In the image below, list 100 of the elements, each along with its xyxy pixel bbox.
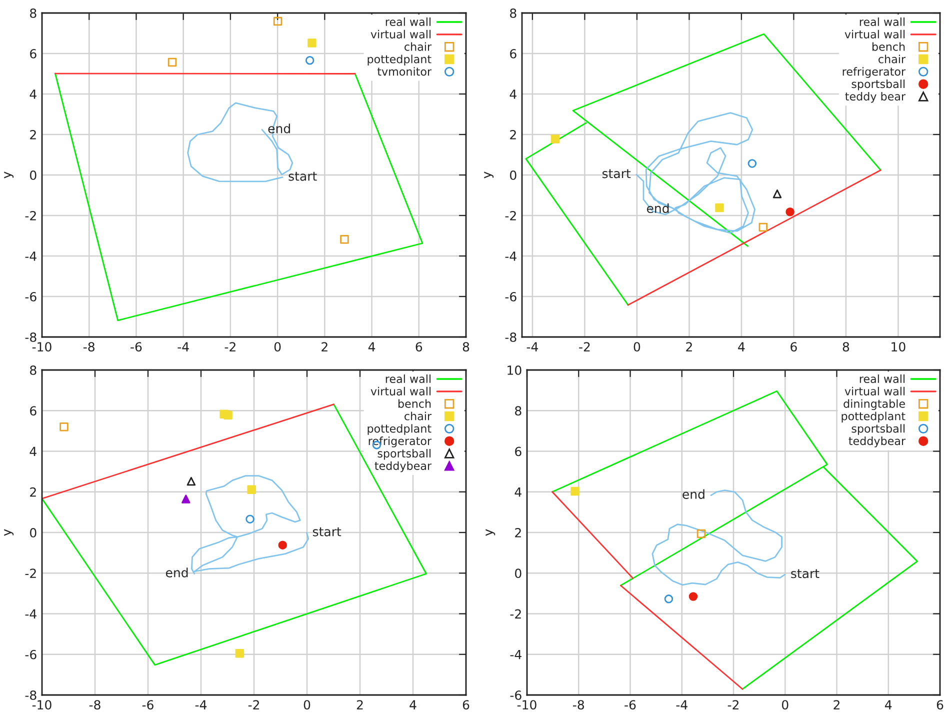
x-tick-label: -10 — [517, 700, 536, 710]
y-tick-label: -6 — [510, 690, 522, 700]
x-tick-label: 8 — [462, 342, 470, 352]
legend-label: pottedplant — [842, 412, 906, 422]
y-tick-label: -6 — [25, 292, 36, 302]
y-tick-label: 6 — [510, 48, 516, 58]
x-tick-label: 6 — [462, 700, 470, 710]
legend-label: refrigerator — [368, 436, 432, 448]
x-tick-label: -2 — [579, 342, 590, 352]
annotation: start — [602, 169, 631, 178]
annotation: start — [288, 172, 317, 181]
y-tick-label: 10 — [508, 365, 522, 375]
y-tick-label: -8 — [505, 332, 516, 342]
y-tick-label: 8 — [30, 365, 36, 375]
y-tick-label: -4 — [510, 650, 522, 660]
y-tick-label: 8 — [30, 8, 36, 18]
y-tick-label: 6 — [30, 406, 36, 416]
x-tick-label: -4 — [178, 342, 189, 352]
y-tick-label: 8 — [515, 406, 522, 416]
x-tick-label: -6 — [624, 700, 636, 710]
x-tick-label: 10 — [892, 342, 906, 352]
x-tick-label: 4 — [738, 342, 745, 352]
x-tick-label: 0 — [634, 342, 640, 352]
legend-label: virtual wall — [844, 386, 905, 396]
y-tick-label: 4 — [30, 90, 36, 99]
y-tick-label: 2 — [30, 487, 36, 497]
legend-label: sportsball — [852, 80, 905, 90]
legend-label: teddy bear — [845, 92, 906, 103]
y-tick-label: 0 — [30, 528, 36, 538]
annotation: end — [682, 489, 704, 499]
y-axis-title: y — [484, 172, 494, 178]
annotation: end — [166, 568, 188, 578]
legend-label: virtual wall — [844, 30, 905, 38]
legend-label: teddybear — [374, 461, 432, 472]
legend-label: chair — [878, 54, 906, 64]
legend-label: pottedplant — [368, 424, 432, 435]
y-axis-title: y — [4, 529, 14, 536]
x-tick-label: -2 — [728, 700, 738, 710]
y-tick-label: -2 — [510, 609, 521, 618]
x-tick-label: 4 — [368, 342, 376, 352]
x-tick-label: -4 — [676, 700, 688, 710]
x-tick-label: -10 — [32, 700, 52, 710]
y-tick-label: -6 — [505, 292, 516, 302]
legend-label: bench — [398, 399, 431, 408]
y-tick-label: -4 — [505, 252, 516, 261]
y-tick-label: 2 — [515, 528, 521, 538]
x-tick-label: -6 — [130, 342, 142, 352]
x-tick-label: 6 — [416, 342, 422, 352]
legend-label: real wall — [386, 374, 431, 384]
y-tick-label: -8 — [25, 690, 36, 700]
annotation: start — [312, 527, 342, 536]
legend-label: bench — [872, 42, 905, 51]
x-tick-label: 0 — [304, 700, 310, 710]
x-tick-label: 2 — [356, 700, 363, 710]
legend-label: chair — [404, 412, 432, 420]
y-tick-label: 2 — [510, 130, 516, 140]
y-tick-label: -4 — [25, 252, 36, 261]
y-tick-label: 8 — [510, 8, 516, 18]
x-tick-label: 6 — [936, 700, 944, 710]
x-tick-label: -8 — [89, 700, 100, 710]
x-tick-label: 2 — [834, 700, 840, 710]
y-tick-label: -2 — [505, 210, 516, 220]
y-tick-label: 0 — [515, 568, 522, 578]
legend-label: virtual wall — [370, 386, 431, 396]
legend-label: sportsball — [852, 424, 905, 435]
x-tick-label: 0 — [782, 700, 788, 710]
y-tick-label: 2 — [30, 130, 36, 140]
x-tick-label: -2 — [248, 700, 259, 710]
y-tick-label: 4 — [30, 446, 36, 456]
x-tick-label: 0 — [274, 342, 281, 352]
y-tick-label: 4 — [510, 90, 516, 99]
legend-label: chair — [404, 42, 432, 51]
legend-label: diningtable — [844, 399, 905, 410]
x-tick-label: 4 — [410, 700, 416, 710]
y-tick-label: 4 — [514, 488, 522, 497]
legend-label: real wall — [860, 17, 905, 26]
x-tick-label: -2 — [224, 342, 236, 352]
x-tick-label: -8 — [83, 342, 94, 352]
x-tick-label: 6 — [790, 342, 797, 352]
legend-label: pottedplant — [368, 54, 432, 66]
legend-label: real wall — [386, 17, 431, 26]
y-tick-label: 6 — [515, 446, 522, 456]
y-tick-label: -6 — [25, 650, 36, 660]
x-tick-label: 2 — [322, 342, 328, 352]
y-tick-label: 0 — [510, 170, 516, 180]
legend-label: teddybear — [848, 436, 906, 448]
legend-label: refrigerator — [842, 67, 906, 78]
annotation: start — [791, 569, 820, 578]
x-tick-label: -4 — [526, 342, 538, 352]
legend-label: real wall — [860, 374, 905, 384]
x-tick-label: -10 — [32, 342, 52, 352]
y-tick-label: 6 — [30, 48, 36, 58]
y-axis-title: y — [4, 172, 14, 178]
y-tick-label: -4 — [25, 609, 36, 618]
legend-label: sportsball — [378, 448, 431, 460]
x-tick-label: 8 — [842, 342, 850, 352]
x-tick-label: 2 — [686, 342, 692, 352]
x-tick-label: -8 — [573, 700, 584, 710]
y-axis-title: y — [486, 529, 496, 536]
x-tick-label: -4 — [195, 700, 207, 710]
